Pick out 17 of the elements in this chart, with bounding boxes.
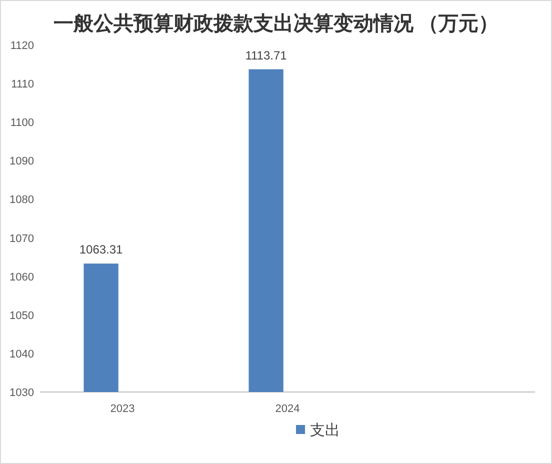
- y-tick-label: 1100: [10, 117, 34, 130]
- y-tick-label: 1030: [10, 387, 34, 399]
- data-label: 1113.71: [245, 48, 288, 62]
- data-label: 1063.31: [79, 242, 124, 257]
- y-tick-label: 1110: [11, 78, 34, 91]
- y-tick-label: 1090: [10, 156, 34, 168]
- x-tick-label: 2024: [275, 403, 300, 415]
- y-tick-label: 1060: [10, 271, 34, 284]
- y-tick-label: 1070: [10, 232, 34, 245]
- y-tick-label: 1080: [10, 194, 34, 206]
- legend: 支出: [296, 422, 340, 439]
- title: 一般公共预算财政拨款支出决算变动情况 （万元）: [54, 13, 498, 35]
- x-tick-label: 2023: [110, 403, 135, 415]
- legend-label: 支出: [310, 422, 340, 439]
- y-tick-label: 1120: [10, 40, 34, 52]
- y-tick-label: 1050: [10, 310, 34, 322]
- y-tick-label: 1040: [10, 348, 34, 360]
